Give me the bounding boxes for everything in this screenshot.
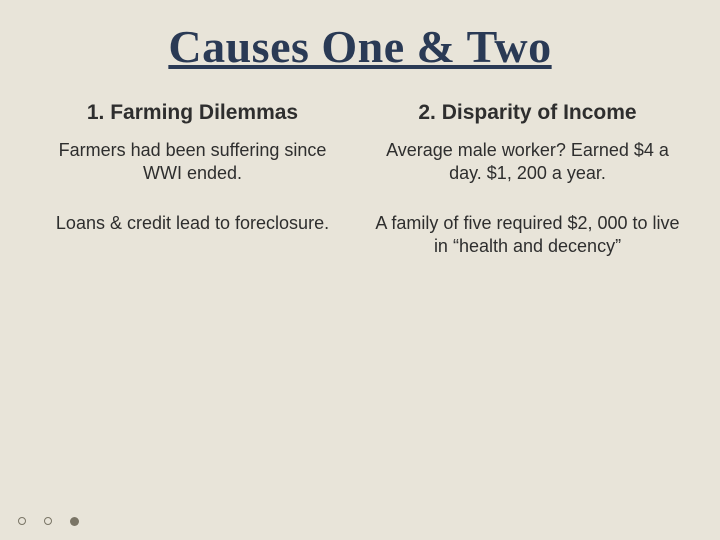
bullet-icon bbox=[44, 517, 52, 525]
column-paragraph: Loans & credit lead to foreclosure. bbox=[40, 212, 345, 235]
column-right: 2. Disparity of Income Average male work… bbox=[375, 101, 680, 285]
column-heading: 1. Farming Dilemmas bbox=[40, 101, 345, 125]
bullet-icon bbox=[18, 517, 26, 525]
columns-container: 1. Farming Dilemmas Farmers had been suf… bbox=[40, 101, 680, 285]
column-paragraph: Farmers had been suffering since WWI end… bbox=[40, 139, 345, 186]
slide-title: Causes One & Two bbox=[40, 20, 680, 73]
bullet-icon bbox=[70, 517, 79, 526]
slide: Causes One & Two 1. Farming Dilemmas Far… bbox=[0, 0, 720, 540]
column-heading: 2. Disparity of Income bbox=[375, 101, 680, 125]
footer-bullets bbox=[18, 517, 79, 526]
column-paragraph: Average male worker? Earned $4 a day. $1… bbox=[375, 139, 680, 186]
column-left: 1. Farming Dilemmas Farmers had been suf… bbox=[40, 101, 345, 285]
column-paragraph: A family of five required $2, 000 to liv… bbox=[375, 212, 680, 259]
